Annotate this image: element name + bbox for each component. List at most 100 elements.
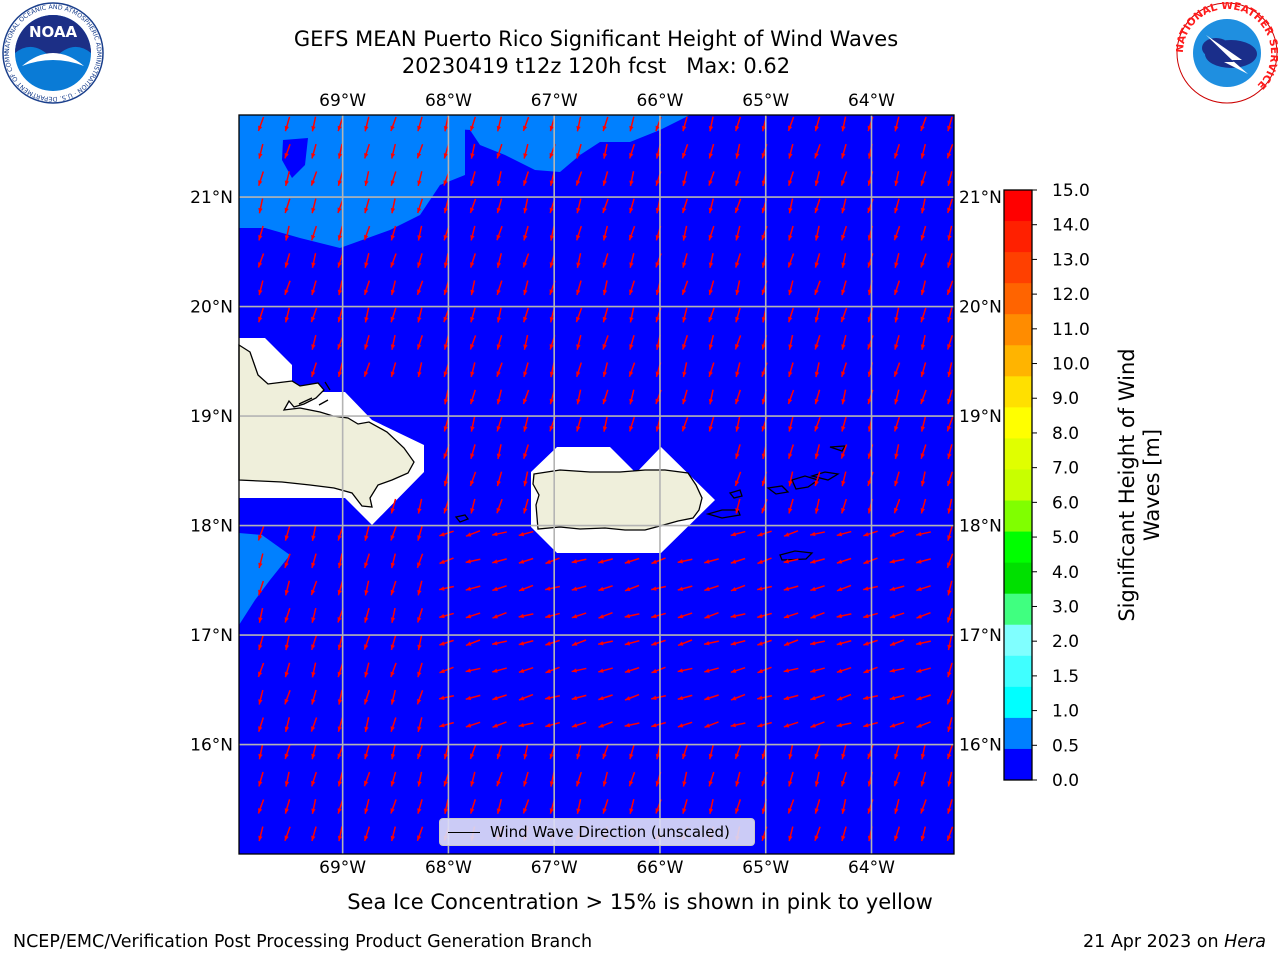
wave-arrow	[814, 253, 821, 268]
wave-arrow	[947, 444, 953, 460]
wave-arrow	[417, 225, 423, 241]
wave-arrow	[469, 116, 477, 132]
wave-arrow	[417, 307, 423, 323]
wave-arrow	[465, 639, 481, 647]
wave-arrow	[284, 526, 291, 541]
wave-arrow	[496, 280, 503, 296]
wave-arrow	[624, 640, 640, 646]
wave-arrow	[571, 585, 587, 591]
wave-arrow	[522, 171, 530, 186]
wave-arrow	[364, 198, 370, 214]
wave-arrow	[363, 280, 371, 296]
lat-tick-label-right: 16°N	[959, 736, 1002, 756]
wave-arrow	[522, 389, 530, 405]
wave-arrow	[311, 607, 317, 623]
wave-arrow	[629, 198, 635, 214]
wave-arrow	[783, 639, 799, 647]
wave-arrow	[523, 198, 529, 214]
wave-arrow	[810, 585, 825, 592]
wave-arrow	[284, 171, 291, 187]
wave-arrow	[522, 307, 530, 323]
wave-arrow	[518, 530, 534, 537]
wave-arrow	[257, 526, 265, 541]
wave-arrow	[337, 143, 343, 159]
wave-arrow	[469, 253, 477, 268]
wave-arrow	[920, 389, 927, 405]
wave-arrow	[496, 444, 502, 460]
hispaniola-landmass	[238, 343, 415, 508]
wave-arrow	[920, 744, 926, 760]
wave-arrow	[284, 717, 291, 733]
wave-arrow	[629, 334, 635, 350]
wave-arrow	[258, 689, 264, 705]
colorbar-tick-label: 13.0	[1052, 250, 1090, 270]
colorbar-swatch	[1004, 438, 1032, 470]
wave-arrow	[894, 198, 900, 214]
wave-arrow	[920, 280, 927, 296]
wave-arrow	[757, 639, 772, 646]
wave-arrow	[390, 826, 397, 842]
wave-arrow	[916, 612, 931, 619]
colorbar-swatch	[1004, 190, 1032, 222]
wave-arrow	[704, 694, 719, 701]
wave-arrow	[708, 334, 715, 350]
wave-arrow	[708, 225, 715, 241]
wave-arrow	[390, 334, 396, 350]
vieques-island	[705, 509, 741, 519]
wave-arrow	[257, 662, 265, 678]
wave-arrow	[258, 143, 264, 159]
wave-arrow	[518, 666, 534, 674]
wave-arrow	[496, 362, 503, 378]
wave-arrow	[598, 694, 613, 701]
wave-arrow	[311, 553, 317, 569]
map-legend: Wind Wave Direction (unscaled)	[439, 818, 755, 846]
wave-arrow	[496, 334, 503, 350]
wave-arrow	[598, 558, 613, 564]
wave-arrow	[893, 143, 901, 159]
wave-arrow	[598, 612, 613, 619]
wave-arrow	[390, 143, 397, 159]
wave-arrow	[651, 666, 666, 674]
wave-arrow	[814, 225, 820, 241]
wave-arrow	[682, 362, 688, 378]
wave-arrow	[894, 799, 900, 814]
wave-arrow	[492, 612, 507, 619]
wave-arrow	[840, 171, 848, 186]
wave-arrow	[545, 585, 560, 591]
wave-arrow	[363, 771, 371, 787]
wave-arrow	[311, 280, 317, 296]
wave-arrow	[894, 171, 900, 187]
wave-arrow	[496, 771, 503, 787]
wave-arrow	[734, 335, 742, 350]
wave-arrow	[629, 799, 635, 814]
lat-tick-label-left: 17°N	[190, 626, 233, 646]
wave-arrow	[682, 116, 688, 132]
wave-arrow	[496, 307, 502, 323]
wave-arrow	[571, 694, 587, 701]
wave-arrow	[810, 721, 825, 728]
lat-tick-label-left: 16°N	[190, 736, 233, 756]
wave-arrow	[443, 253, 449, 268]
wave-arrow	[677, 694, 693, 701]
wave-arrow	[734, 799, 742, 814]
wave-arrow	[284, 744, 291, 760]
wave-arrow	[840, 225, 848, 241]
wave-arrow	[337, 689, 343, 705]
wave-arrow	[947, 389, 953, 405]
wave-arrow	[390, 198, 396, 214]
wave-arrow	[629, 389, 635, 405]
wave-arrow	[734, 116, 742, 132]
wave-arrow	[390, 744, 396, 760]
wave-arrow	[311, 334, 317, 350]
wave-arrow	[628, 362, 636, 378]
wave-arrow	[788, 826, 794, 842]
wave-arrow	[894, 307, 900, 323]
colorbar-swatch	[1004, 314, 1032, 346]
wave-arrow	[730, 640, 746, 646]
lat-tick-label-left: 21°N	[190, 188, 233, 208]
wave-arrow	[310, 771, 318, 787]
colorbar-tick-label: 3.0	[1052, 597, 1079, 617]
wave-arrow	[364, 607, 370, 623]
wave-arrow	[946, 608, 954, 623]
lat-lon-grid	[239, 115, 954, 854]
